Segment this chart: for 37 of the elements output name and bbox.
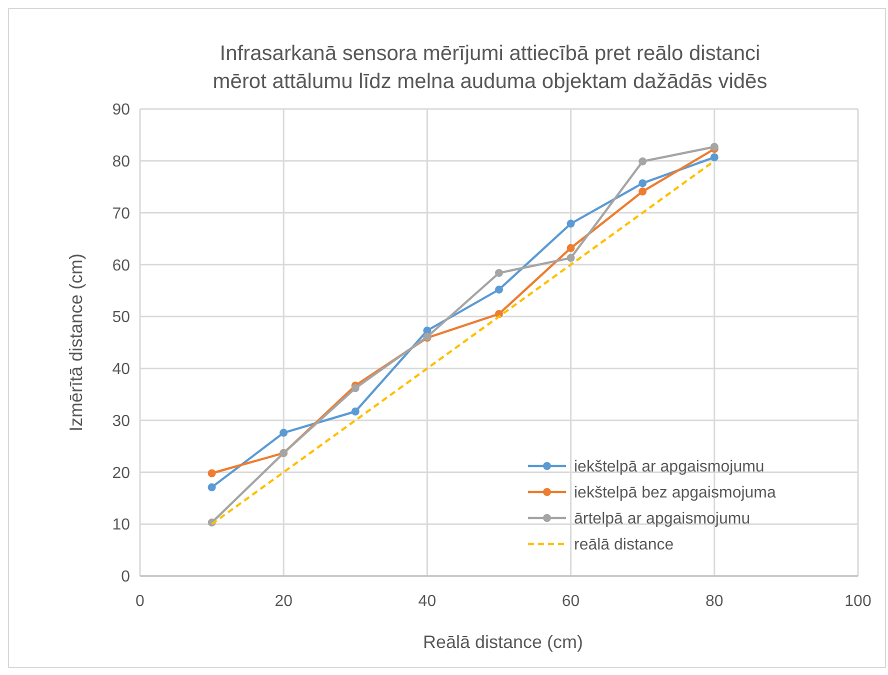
point: [495, 286, 503, 294]
y-tick-label: 30: [112, 412, 130, 430]
y-tick-label: 0: [121, 568, 130, 586]
y-tick-label: 20: [112, 464, 130, 482]
point: [638, 188, 647, 196]
point: [638, 179, 647, 188]
point: [208, 483, 216, 492]
x-tick-label: 0: [136, 593, 145, 610]
y-tick-label: 70: [112, 205, 130, 222]
point: [566, 220, 575, 228]
point: [280, 428, 288, 437]
x-axis-title: Reālā distance (cm): [422, 632, 584, 652]
point: [638, 157, 647, 166]
legend-label: reālā distance: [574, 536, 674, 554]
point: [208, 469, 216, 478]
x-tick-label: 40: [418, 593, 436, 610]
point: [495, 268, 503, 277]
x-tick-label: 20: [274, 593, 293, 610]
legend-label: ārtelpā ar apgaismojumu: [574, 510, 750, 528]
point: [710, 153, 718, 162]
x-tick-label: 80: [706, 593, 724, 610]
y-tick-label: 50: [112, 309, 130, 326]
point: [351, 384, 360, 392]
legend-label: iekštelpā ar apgaismojumu: [574, 458, 764, 476]
y-tick-label: 80: [112, 153, 130, 170]
legend-label: iekštelpā bez apgaismojuma: [574, 484, 776, 502]
point: [351, 408, 360, 416]
y-tick-label: 90: [112, 102, 130, 119]
x-tick-label: 60: [562, 593, 580, 610]
y-tick-label: 40: [112, 361, 130, 378]
x-tick-label: 100: [844, 593, 872, 610]
y-tick-label: 60: [112, 257, 130, 274]
y-axis-title: Izmērītā distance (cm): [66, 253, 86, 432]
point: [566, 254, 575, 262]
chart-title: Infrasarkanā sensora mērījumi attiecībā pret reālo distanci mērot attālumu līdz melna auduma objektam dažādās vidēs: [212, 42, 768, 93]
y-tick-label: 10: [112, 516, 130, 534]
point: [566, 244, 575, 252]
